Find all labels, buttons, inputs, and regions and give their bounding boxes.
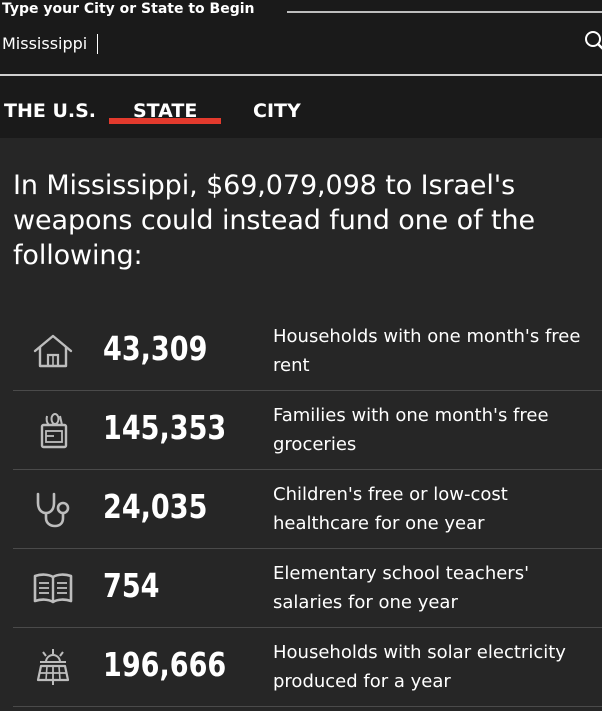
grocery-bag-icon bbox=[40, 413, 68, 449]
results-panel: In Mississippi, $69,079,098 to Israel's … bbox=[0, 138, 602, 711]
house-icon bbox=[33, 334, 73, 368]
open-book-icon bbox=[33, 573, 73, 604]
item-description: Families with one month's free groceries bbox=[273, 405, 549, 455]
list-item: 145,353 Families with one month's free g… bbox=[13, 391, 602, 470]
item-description: Households with solar electricity produc… bbox=[273, 642, 566, 692]
funding-list: 43,309 Households with one month's free … bbox=[13, 312, 602, 707]
search-input[interactable] bbox=[0, 28, 577, 58]
item-count: 24,035 bbox=[103, 487, 208, 526]
item-description: Households with one month's free rent bbox=[273, 326, 581, 376]
list-item: 24,035 Children's free or low-cost healt… bbox=[13, 470, 602, 549]
item-description: Elementary school teachers' salaries for… bbox=[273, 563, 530, 613]
search-label-line bbox=[287, 11, 602, 13]
search-icon[interactable] bbox=[584, 30, 602, 52]
item-count: 43,309 bbox=[103, 329, 208, 368]
list-item: 43,309 Households with one month's free … bbox=[13, 312, 602, 391]
item-count: 145,353 bbox=[103, 408, 227, 447]
item-description: Children's free or low-cost healthcare f… bbox=[273, 484, 508, 534]
item-count: 754 bbox=[103, 566, 160, 605]
tab-the-us[interactable]: THE U.S. bbox=[4, 100, 97, 122]
search-underline bbox=[0, 74, 602, 76]
text-caret bbox=[97, 34, 98, 54]
search-label: Type your City or State to Begin bbox=[2, 1, 255, 17]
list-item: 754 Elementary school teachers' salaries… bbox=[13, 549, 602, 628]
search-area: Type your City or State to Begin bbox=[0, 0, 602, 76]
tab-city[interactable]: CITY bbox=[253, 100, 301, 122]
active-tab-indicator bbox=[109, 118, 221, 124]
solar-panel-icon bbox=[36, 649, 70, 685]
results-headline: In Mississippi, $69,079,098 to Israel's … bbox=[13, 170, 535, 271]
tab-state[interactable]: STATE bbox=[133, 100, 198, 122]
list-item: 196,666 Households with solar electricit… bbox=[13, 628, 602, 707]
scope-tabs: THE U.S. STATE CITY bbox=[0, 76, 602, 138]
stethoscope-icon bbox=[36, 492, 70, 528]
item-count: 196,666 bbox=[103, 645, 227, 684]
